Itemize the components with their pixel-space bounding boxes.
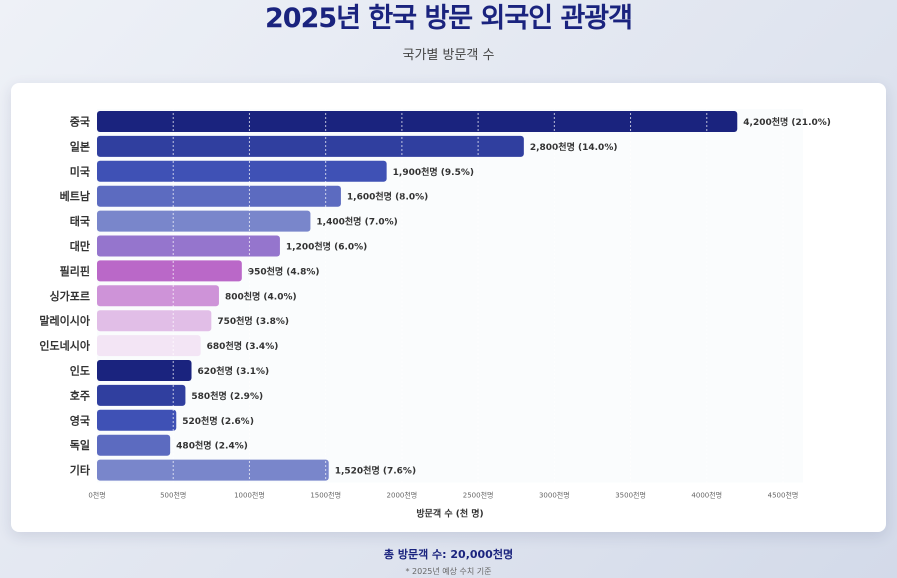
- data-label: 1,200천명 (6.0%): [286, 241, 367, 253]
- x-tick-label: 0천명: [88, 491, 105, 500]
- data-label: 950천명 (4.8%): [248, 265, 320, 277]
- bar-8: [97, 310, 212, 332]
- data-label: 620천명 (3.1%): [198, 365, 270, 377]
- bar-10: [97, 360, 192, 381]
- bar-5: [97, 235, 280, 257]
- x-tick-label: 3000천명: [539, 491, 570, 500]
- footnote: * 2025년 예상 수치 기준: [405, 567, 492, 576]
- category-label: 인도네시아: [39, 339, 90, 353]
- bar-14: [97, 459, 329, 481]
- chart-card: 중국 4,200천명 (21.0%) 일본 2,800천명 (14.0%) 미국 1,90…: [11, 83, 886, 532]
- x-tick-label: 1500천명: [310, 491, 341, 500]
- category-label: 미국: [70, 164, 90, 178]
- data-label: 4,200천명 (21.0%): [743, 116, 831, 128]
- category-label: 인도: [70, 364, 90, 378]
- category-label: 베트남: [60, 189, 90, 203]
- x-tick-label: 3500천명: [615, 491, 646, 500]
- page-title: 2025년 한국 방문 외국인 관광객: [265, 3, 633, 34]
- data-label: 480천명 (2.4%): [176, 440, 248, 452]
- data-label: 1,900천명 (9.5%): [393, 166, 474, 178]
- category-label: 말레이시아: [39, 314, 90, 328]
- category-label: 싱가포르: [50, 289, 90, 303]
- data-label: 2,800천명 (14.0%): [530, 141, 618, 153]
- category-label: 기타: [70, 463, 91, 477]
- bar-3: [97, 185, 341, 207]
- total-visitors: 총 방문객 수: 20,000천명: [383, 548, 514, 561]
- bar-9: [97, 335, 201, 357]
- data-label: 520천명 (2.6%): [182, 415, 254, 427]
- bar-4: [97, 210, 311, 232]
- category-label: 태국: [70, 214, 90, 228]
- x-tick-label: 500천명: [160, 491, 186, 500]
- category-label: 대만: [70, 239, 90, 253]
- bar-6: [97, 260, 242, 282]
- bar-11: [97, 384, 186, 406]
- data-label: 800천명 (4.0%): [225, 290, 297, 302]
- bar-0: [97, 111, 738, 132]
- x-tick-label: 1000천명: [234, 491, 265, 500]
- category-label: 필리핀: [60, 264, 90, 278]
- category-label: 중국: [70, 116, 90, 129]
- bar-13: [97, 434, 171, 456]
- data-label: 1,600천명 (8.0%): [347, 191, 428, 203]
- category-label: 일본: [70, 139, 90, 153]
- x-tick-label: 4500천명: [768, 491, 799, 500]
- category-label: 호주: [70, 388, 90, 402]
- data-label: 750천명 (3.8%): [217, 315, 289, 327]
- data-label: 1,520천명 (7.6%): [335, 465, 416, 477]
- x-axis-title: 방문객 수 (천 명): [416, 508, 483, 520]
- data-label: 1,400천명 (7.0%): [316, 216, 397, 228]
- category-label: 영국: [70, 414, 90, 427]
- page-subtitle: 국가별 방문객 수: [402, 48, 495, 63]
- x-tick-label: 2500천명: [463, 491, 494, 500]
- bar-chart: 중국 4,200천명 (21.0%) 일본 2,800천명 (14.0%) 미국 1,90…: [39, 109, 831, 520]
- data-label: 680천명 (3.4%): [207, 340, 279, 352]
- x-tick-label: 4000천명: [691, 491, 722, 500]
- category-label: 독일: [70, 438, 90, 452]
- bar-12: [97, 409, 177, 431]
- x-tick-label: 2000천명: [387, 491, 418, 500]
- bar-1: [97, 135, 524, 157]
- bar-7: [97, 285, 219, 307]
- bar-2: [97, 160, 387, 182]
- data-label: 580천명 (2.9%): [191, 390, 263, 402]
